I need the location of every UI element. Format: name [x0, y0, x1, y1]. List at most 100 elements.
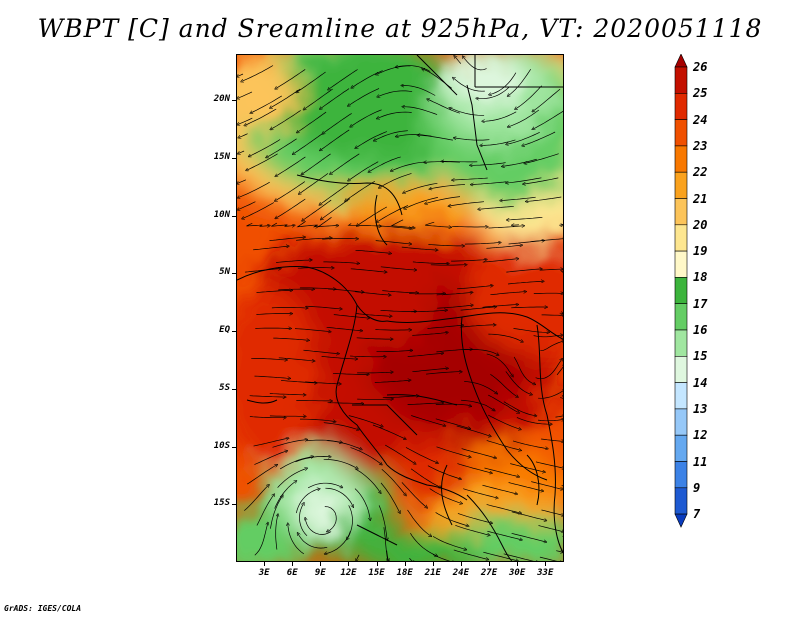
- streamline: [276, 156, 306, 176]
- streamline: [505, 371, 532, 394]
- lat-tick-label: 20N: [213, 94, 230, 105]
- streamline: [471, 181, 507, 185]
- streamline: [404, 182, 438, 193]
- streamline: [269, 394, 305, 395]
- colorbar-swatch: [674, 250, 688, 278]
- streamline: [346, 180, 375, 200]
- streamline: [273, 337, 308, 340]
- streamline: [503, 401, 536, 416]
- streamline: [382, 290, 417, 293]
- streamline: [490, 72, 517, 95]
- streamline: [455, 524, 489, 535]
- streamline: [511, 307, 546, 308]
- streamline: [288, 524, 304, 555]
- streamline: [380, 310, 416, 311]
- streamline: [426, 372, 461, 375]
- colorbar-swatch: [674, 54, 688, 68]
- streamline: [325, 487, 353, 506]
- streamline: [378, 505, 387, 539]
- colorbar-swatch: [674, 355, 688, 383]
- streamline: [306, 305, 341, 309]
- streamline: [435, 418, 470, 429]
- lon-tick: [489, 562, 491, 566]
- streamline: [436, 292, 472, 296]
- streamline: [436, 446, 471, 457]
- streamline: [556, 365, 563, 376]
- streamline: [327, 288, 363, 292]
- lon-tick-label: 3E: [258, 568, 270, 578]
- streamline: [278, 357, 314, 361]
- streamline: [254, 375, 290, 378]
- colorbar-swatch: [674, 303, 688, 331]
- streamline: [300, 418, 335, 422]
- colorbar-label: 20: [693, 217, 708, 232]
- streamline: [428, 99, 461, 114]
- streamline: [276, 69, 306, 88]
- streamline: [375, 240, 411, 244]
- colorbar-label: 12: [693, 428, 708, 443]
- streamline: [482, 484, 516, 494]
- streamline: [435, 404, 471, 406]
- streamline: [327, 440, 361, 450]
- streamline: [451, 260, 486, 262]
- colorbar-swatch: [674, 198, 688, 226]
- streamline: [374, 130, 408, 141]
- streamline: [351, 109, 382, 127]
- streamline: [249, 139, 281, 157]
- lat-tick-label: 5S: [219, 382, 230, 393]
- streamline: [463, 349, 498, 354]
- lon-tick: [432, 562, 434, 566]
- streamline: [244, 485, 268, 511]
- streamline: [295, 456, 331, 463]
- streamline: [238, 201, 256, 210]
- streamline: [507, 177, 542, 183]
- colorbar-label: 15: [693, 349, 708, 364]
- colorbar-swatch: [674, 171, 688, 199]
- streamline: [457, 463, 491, 473]
- streamline: [356, 554, 360, 561]
- colorbar-label: 18: [693, 270, 708, 285]
- streamline: [488, 333, 522, 342]
- streamline: [507, 281, 543, 285]
- colorbar: [674, 54, 688, 528]
- streamline: [279, 457, 313, 470]
- lon-tick-label: 18E: [396, 568, 413, 578]
- streamline: [278, 289, 313, 290]
- streamline: [385, 444, 415, 464]
- colorbar-swatch: [674, 145, 688, 173]
- streamline: [369, 156, 401, 172]
- streamline: [275, 515, 278, 550]
- streamline: [412, 261, 448, 264]
- streamline: [486, 245, 521, 249]
- streamline: [323, 422, 358, 430]
- streamline: [484, 467, 519, 477]
- streamline: [320, 183, 349, 205]
- streamline: [525, 153, 559, 164]
- streamline: [490, 292, 525, 296]
- streamline: [377, 111, 412, 118]
- streamline: [556, 551, 562, 553]
- colorbar-swatch: [674, 461, 688, 489]
- streamline: [401, 482, 427, 507]
- streamline: [423, 69, 453, 89]
- streamline: [247, 153, 278, 170]
- streamline: [327, 403, 363, 404]
- streamline: [412, 333, 447, 336]
- streamline: [403, 107, 438, 115]
- lon-tick: [517, 562, 519, 566]
- streamline: [245, 269, 280, 273]
- lat-tick: [232, 100, 236, 102]
- streamline: [541, 315, 563, 316]
- streamline: [455, 56, 462, 64]
- streamline: [405, 197, 438, 208]
- streamline: [333, 314, 369, 319]
- streamline: [538, 525, 563, 532]
- streamline: [271, 308, 307, 309]
- streamline: [537, 420, 563, 421]
- streamline: [428, 245, 463, 246]
- streamline: [383, 527, 388, 561]
- lon-tick-label: 27E: [480, 568, 498, 578]
- streamline: [245, 108, 277, 125]
- streamline: [482, 259, 518, 263]
- streamline: [457, 286, 492, 290]
